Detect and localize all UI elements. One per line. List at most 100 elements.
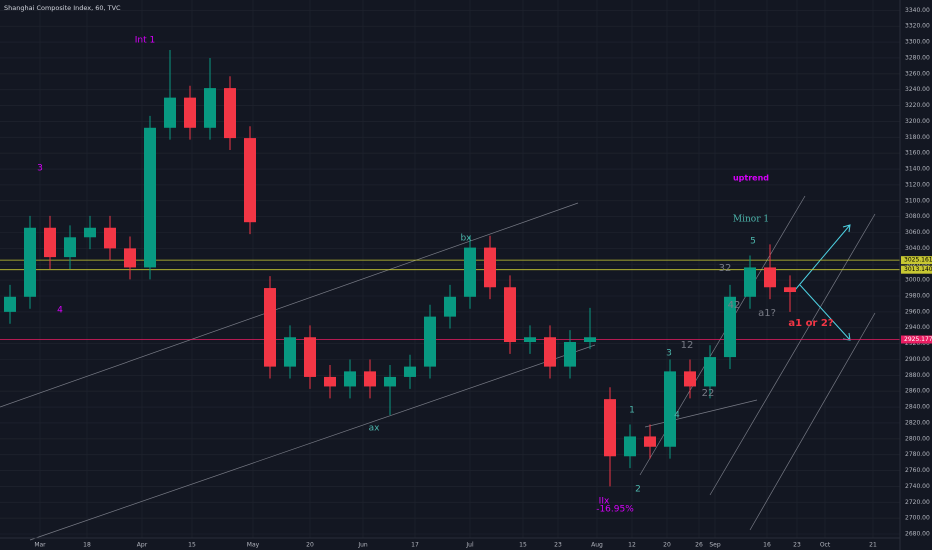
annotation: 32 — [719, 263, 732, 274]
chart-title: Shanghai Composite Index, 60, TVC — [4, 4, 121, 12]
plot: Int 134bxaxIIx-16.95%1234122232425a1?Min… — [0, 36, 900, 515]
candle-body — [584, 337, 596, 343]
y-tick-label: 2900.00 — [905, 356, 930, 363]
y-tick-label: 3340.00 — [905, 7, 930, 14]
y-tick-label: 2800.00 — [905, 435, 930, 442]
candle-body — [464, 247, 476, 297]
x-tick-label: 16 — [763, 542, 771, 549]
y-tick-label: 2840.00 — [905, 404, 930, 411]
candle-body — [344, 371, 356, 387]
x-tick-label: 17 — [411, 542, 419, 549]
x-tick-label: Aug — [591, 542, 603, 549]
candle-body — [64, 237, 76, 258]
candle-body — [404, 366, 416, 377]
candle-body — [504, 287, 516, 343]
y-tick-label: 2960.00 — [905, 308, 930, 315]
y-tick-label: 2740.00 — [905, 483, 930, 490]
x-tick-label: 26 — [695, 542, 703, 549]
candle-body — [764, 267, 776, 288]
candle-body — [644, 436, 656, 447]
annotation: 2 — [635, 485, 641, 495]
y-tick-label: 3200.00 — [905, 118, 930, 125]
x-tick-label: 12 — [628, 542, 636, 549]
y-tick-label: 2880.00 — [905, 372, 930, 379]
annotation: 4 — [674, 411, 680, 421]
x-tick-label: Jun — [357, 542, 368, 549]
y-tick-label: 3120.00 — [905, 181, 930, 188]
y-tick-label: 2720.00 — [905, 499, 930, 506]
candle-body — [724, 296, 736, 358]
candle-body — [244, 138, 256, 223]
y-tick-label: 3320.00 — [905, 23, 930, 30]
annotation: a1 or 2? — [788, 318, 833, 329]
y-tick-label: 3100.00 — [905, 197, 930, 204]
annotation: a1? — [758, 308, 776, 319]
channel-line — [709, 213, 876, 496]
y-tick-label: 2980.00 — [905, 292, 930, 299]
y-tick-label: 2780.00 — [905, 451, 930, 458]
x-tick-label: Mar — [34, 542, 46, 549]
annotation: 12 — [681, 340, 694, 351]
x-tick-label: May — [247, 542, 260, 549]
candle-body — [564, 342, 576, 367]
x-tick-label: Oct — [820, 542, 831, 549]
y-tick-label: 3040.00 — [905, 245, 930, 252]
candle-body — [204, 88, 216, 128]
candle-body — [604, 399, 616, 457]
level-label: 2925.177 — [904, 336, 932, 343]
x-tick-label: Jul — [465, 542, 474, 549]
annotation: 3 — [37, 164, 43, 174]
channel-line — [0, 202, 579, 408]
candle-body — [424, 316, 436, 367]
annotation: Minor 1 — [733, 215, 769, 225]
y-tick-label: 3260.00 — [905, 70, 930, 77]
annotation: uptrend — [733, 174, 769, 183]
axes: 2680.00 2700.00 2720.00 2740.00 2760.00 2780.… — [34, 7, 932, 549]
x-tick-label: 15 — [188, 542, 196, 549]
level-badge — [901, 335, 932, 344]
y-tick-label: 3300.00 — [905, 39, 930, 46]
y-tick-label: 3000.00 — [905, 277, 930, 284]
y-tick-label: 3220.00 — [905, 102, 930, 109]
grid — [0, 0, 900, 538]
candle-body — [744, 267, 756, 297]
candle-body — [304, 337, 316, 377]
level-badge — [901, 265, 932, 274]
x-tick-label: 20 — [306, 542, 314, 549]
x-tick-label: 23 — [793, 542, 801, 549]
y-tick-label: 2820.00 — [905, 419, 930, 426]
candle-body — [444, 296, 456, 317]
candle-body — [124, 248, 136, 268]
y-tick-label: 2700.00 — [905, 515, 930, 522]
candle-body — [104, 227, 116, 249]
candle-body — [84, 227, 96, 238]
y-tick-label: 3160.00 — [905, 150, 930, 157]
candle-body — [524, 337, 536, 343]
annotation: 42 — [728, 300, 741, 311]
y-tick-label: 2680.00 — [905, 531, 930, 538]
candle-body — [144, 127, 156, 268]
x-tick-label: 21 — [869, 542, 877, 549]
annotation: ax — [369, 424, 381, 434]
y-tick-label: 2860.00 — [905, 388, 930, 395]
candle-body — [224, 88, 236, 139]
y-tick-label: 3180.00 — [905, 134, 930, 141]
x-tick-label: 18 — [83, 542, 91, 549]
candle-body — [264, 288, 276, 367]
level-badge — [901, 256, 932, 265]
annotation: 5 — [750, 237, 756, 247]
channel-line — [644, 399, 758, 428]
candle-body — [184, 97, 196, 128]
candle-body — [364, 371, 376, 387]
annotation: 3 — [666, 349, 672, 359]
candle-body — [24, 227, 36, 297]
y-tick-label: 3060.00 — [905, 229, 930, 236]
annotation: bx — [460, 234, 472, 244]
candle-body — [784, 287, 796, 293]
candle-body — [544, 337, 556, 367]
level-label: 3025.161 — [904, 257, 932, 264]
annotation: Int 1 — [135, 36, 155, 46]
candle-body — [4, 296, 16, 312]
y-tick-label: 3020.00 — [905, 261, 930, 268]
level-label: 3013.140 — [904, 266, 932, 273]
